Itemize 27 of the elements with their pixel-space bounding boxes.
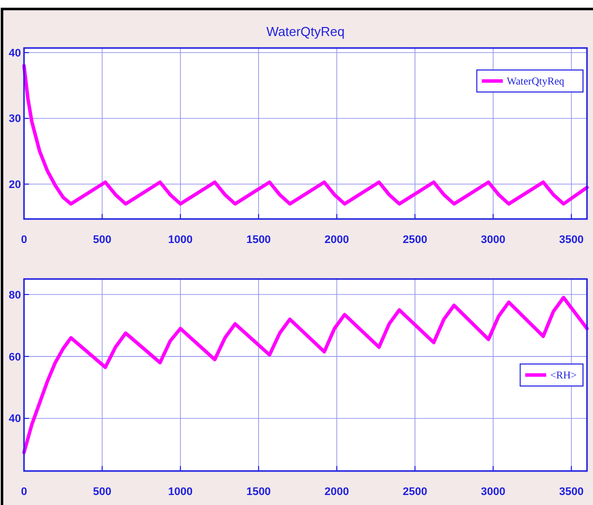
x-tick-label: 2000 [324, 234, 350, 246]
y-tick-label: 20 [8, 178, 21, 191]
y-tick-label: 80 [8, 289, 21, 302]
x-tick-label: 0 [20, 486, 28, 498]
x-tick-label: 1500 [246, 486, 271, 498]
x-tick-label: 500 [93, 486, 112, 498]
x-tick-label: 0 [20, 234, 28, 246]
y-tick-label: 30 [8, 113, 21, 126]
line-series [22, 64, 589, 206]
y-tick-label: 60 [8, 351, 21, 364]
x-tick-label: 1000 [168, 486, 193, 498]
x-tick-label: 3000 [480, 486, 506, 498]
legend-label: WaterQtyReq [506, 76, 566, 88]
y-tick-label: 40 [8, 47, 21, 60]
x-tick-label: 1000 [168, 234, 193, 246]
x-tick-label: 2500 [402, 486, 428, 498]
y-tick-label: 40 [8, 413, 21, 426]
x-tick-label: 3500 [559, 486, 584, 498]
x-tick-label: 2500 [402, 234, 428, 246]
x-tick-label: 500 [93, 234, 112, 246]
x-tick-label: 3000 [480, 234, 506, 246]
line-series [22, 296, 589, 454]
x-tick-label: 3500 [559, 234, 584, 246]
chart-title: WaterQtyReq [266, 24, 345, 39]
x-tick-label: 1500 [246, 234, 271, 246]
legend-label: <RH> [550, 370, 577, 382]
x-tick-label: 2000 [324, 486, 350, 498]
